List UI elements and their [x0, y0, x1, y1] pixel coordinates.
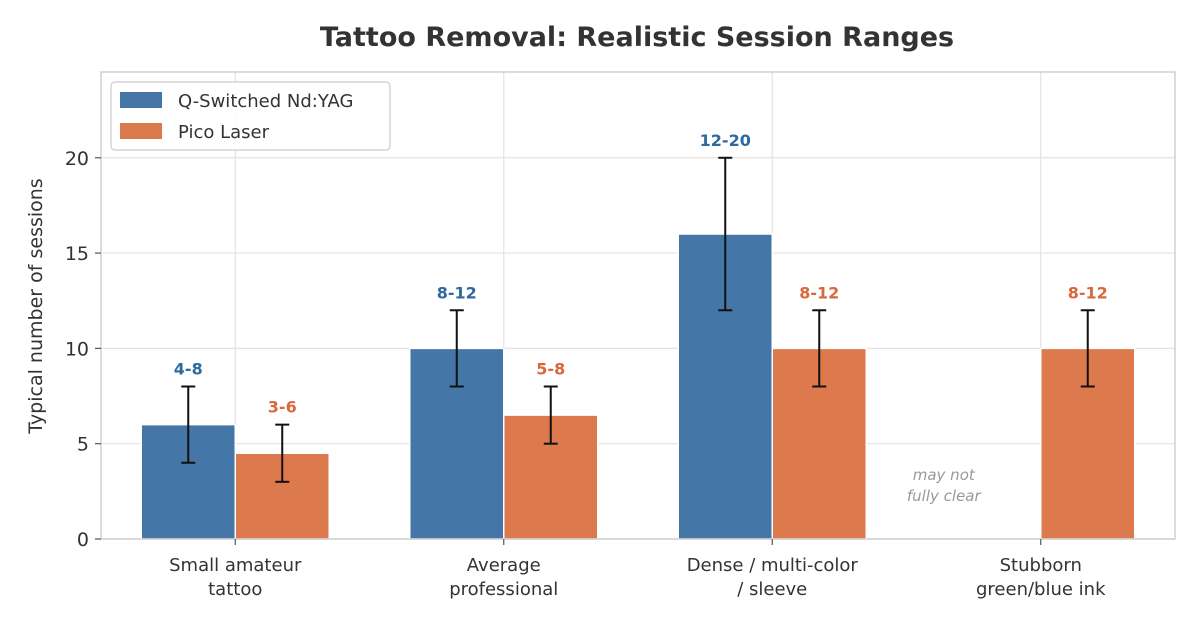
data-label: 3-6 [268, 398, 297, 417]
legend-swatch [120, 92, 162, 108]
y-tick-label: 15 [65, 243, 89, 265]
y-axis-label: Typical number of sessions [25, 178, 47, 434]
y-tick-label: 20 [65, 148, 89, 170]
x-tick-label: Average professional [449, 555, 558, 600]
data-label: 4-8 [174, 360, 203, 379]
annotations: may not fully clear [907, 466, 982, 505]
data-label: 8-12 [437, 283, 477, 302]
annotation-note: may not fully clear [907, 466, 982, 505]
data-label: 8-12 [799, 283, 839, 302]
legend-swatch [120, 123, 162, 139]
data-label: 8-12 [1068, 283, 1108, 302]
x-tick-label: Small amateur tattoo [169, 555, 302, 600]
x-tick-label: Stubborn green/blue ink [976, 555, 1106, 600]
data-labels: 4-8 8-12 12-20 3-6 5-8 8-12 8-12 [174, 131, 1108, 417]
legend-box [110, 81, 391, 151]
y-tick-label: 0 [77, 529, 89, 551]
data-label: 12-20 [700, 131, 751, 150]
y-axis: 0 5 10 15 20 [65, 148, 101, 551]
x-axis: Small amateur tattoo Average professional De… [169, 539, 1106, 600]
legend-label: Pico Laser [178, 122, 270, 143]
data-label: 5-8 [536, 360, 565, 379]
y-tick-label: 5 [77, 434, 89, 456]
y-tick-label: 10 [65, 338, 89, 360]
plot-frame [100, 71, 1176, 540]
legend-label: Q-Switched Nd:YAG [178, 91, 353, 112]
chart-title: Tattoo Removal: Realistic Session Ranges [320, 22, 954, 53]
x-tick-label: Dense / multi-color / sleeve [687, 555, 859, 600]
error-bars [181, 156, 1095, 483]
legend: Q-Switched Nd:YAG Pico Laser [110, 81, 391, 151]
